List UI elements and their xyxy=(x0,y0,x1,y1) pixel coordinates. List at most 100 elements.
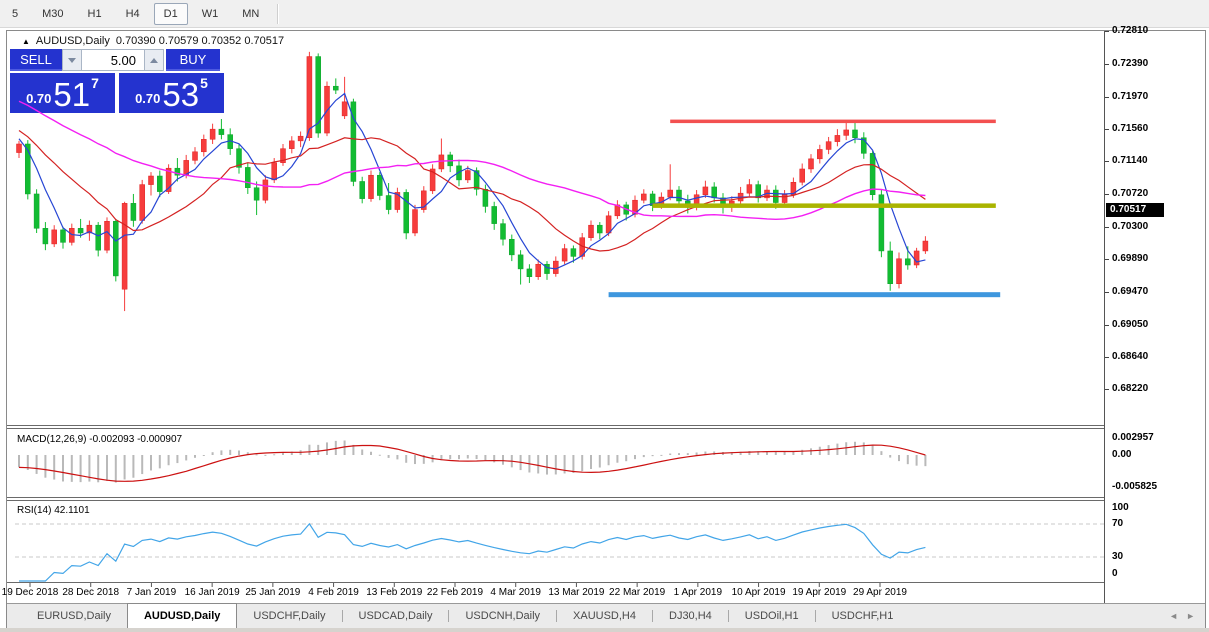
macd-histogram-bar xyxy=(211,452,214,455)
price-axis-label: 0.69890 xyxy=(1112,252,1149,264)
timeframe-button-w1[interactable]: W1 xyxy=(201,7,219,20)
timeframe-button-h4[interactable]: H4 xyxy=(125,7,140,20)
bull-candle xyxy=(148,175,154,185)
fast-ma xyxy=(18,92,926,270)
macd-histogram-bar xyxy=(123,455,126,480)
bear-candle xyxy=(42,228,49,245)
bear-candle xyxy=(403,192,409,234)
time-axis-label: 4 Feb 2019 xyxy=(308,587,359,598)
time-axis-label: 19 Dec 2018 xyxy=(1,587,59,598)
chart-title-symbol: AUDUSD,Daily xyxy=(35,35,110,47)
toolbar-separator xyxy=(277,3,280,24)
macd-histogram-bar xyxy=(466,455,469,459)
time-axis-label: 22 Feb 2019 xyxy=(426,587,484,598)
bear-candle xyxy=(253,187,260,201)
bull-candle xyxy=(605,215,612,234)
arrow-down-icon xyxy=(68,57,76,63)
macd-histogram-bar xyxy=(229,449,232,455)
volume-input[interactable] xyxy=(82,49,144,71)
tab-usdchf-daily[interactable]: USDCHF,Daily xyxy=(253,610,326,622)
bear-candle xyxy=(526,268,533,277)
bull-candle xyxy=(271,162,277,181)
tab-scroll-left-icon[interactable]: ◄ xyxy=(1169,611,1179,621)
pane-separator-rsi[interactable] xyxy=(7,497,1205,501)
macd-histogram-bar xyxy=(915,455,918,466)
macd-histogram-bar xyxy=(642,455,645,458)
macd-histogram-bar xyxy=(598,455,601,468)
current-price-badge: 0.70517 xyxy=(1106,203,1164,218)
bear-candle xyxy=(60,229,66,243)
price-axis-label: 0.69470 xyxy=(1112,285,1149,297)
bull-candle xyxy=(781,194,788,203)
pane-separator-macd[interactable] xyxy=(7,425,1205,429)
time-axis-label: 7 Jan 2019 xyxy=(126,587,177,598)
tab-audusd-daily[interactable]: AUDUSD,Daily xyxy=(126,603,238,628)
bear-candle xyxy=(456,165,462,181)
macd-histogram-bar xyxy=(35,455,38,474)
bear-candle xyxy=(878,194,885,252)
sell-price-button[interactable]: 0.70 51 7 xyxy=(10,73,115,113)
collapse-triangle-icon[interactable]: ▲ xyxy=(22,36,30,46)
tab-usdchf-h1[interactable]: USDCHF,H1 xyxy=(831,610,894,622)
bull-candle xyxy=(834,135,841,142)
rsi-axis-label: 70 xyxy=(1112,518,1124,529)
macd-histogram-bar xyxy=(475,455,478,460)
macd-histogram-bar xyxy=(563,455,566,474)
macd-histogram-bar xyxy=(343,440,346,455)
bear-candle xyxy=(869,153,876,195)
macd-histogram-bar xyxy=(106,455,108,481)
bull-candle xyxy=(412,209,418,234)
chart-tab-bar: EURUSD,Daily AUDUSD,Daily USDCHF,Daily USDC… xyxy=(7,603,1205,628)
timeframe-button-d1[interactable]: D1 xyxy=(153,2,188,25)
bear-candle xyxy=(385,195,392,210)
tab-usdoil-h1[interactable]: USDOil,H1 xyxy=(744,610,799,622)
macd-histogram-bar xyxy=(194,455,196,458)
rsi-axis-label: 30 xyxy=(1112,551,1124,562)
tab-usdcad-daily[interactable]: USDCAD,Daily xyxy=(358,610,433,622)
sell-button[interactable]: SELL xyxy=(10,49,62,71)
tab-eurusd-daily[interactable]: EURUSD,Daily xyxy=(37,610,111,622)
timeframe-button-h1[interactable]: H1 xyxy=(87,7,102,20)
macd-histogram-bar xyxy=(704,451,707,455)
macd-histogram-bar xyxy=(97,455,100,483)
tab-xauusd-h4[interactable]: XAUUSD,H4 xyxy=(573,610,636,622)
bear-candle xyxy=(597,224,603,234)
price-axis-label: 0.70300 xyxy=(1112,220,1149,232)
tab-usdcnh-daily[interactable]: USDCNH,Daily xyxy=(465,610,541,622)
macd-histogram-bar xyxy=(18,455,20,468)
macd-histogram-bar xyxy=(220,450,223,455)
bear-candle xyxy=(25,143,31,195)
macd-histogram-bar xyxy=(695,452,698,455)
macd-histogram-bar xyxy=(537,455,540,474)
time-axis-label: 25 Jan 2019 xyxy=(245,587,301,598)
price-axis-tick xyxy=(1105,324,1109,326)
buy-button[interactable]: BUY xyxy=(166,49,220,71)
bear-candle xyxy=(130,203,137,221)
volume-decrease-button[interactable] xyxy=(62,49,82,71)
timeframe-button-mn[interactable]: MN xyxy=(242,7,260,20)
tab-dj30-h4[interactable]: DJ30,H4 xyxy=(669,610,712,622)
chart-canvas[interactable] xyxy=(7,31,1104,603)
bear-candle xyxy=(315,56,321,134)
rsi-axis-label: 0 xyxy=(1112,568,1118,579)
macd-label: MACD(12,26,9) -0.002093 -0.000907 xyxy=(17,434,183,445)
tab-scroll-nav: ◄ ► xyxy=(1169,604,1205,628)
bear-candle xyxy=(473,170,480,190)
timeframe-button-m30[interactable]: M30 xyxy=(42,7,64,20)
bull-candle xyxy=(790,181,797,195)
macd-histogram-bar xyxy=(273,454,276,456)
buy-price-button[interactable]: 0.70 53 5 xyxy=(119,73,224,113)
price-axis[interactable]: 0.72810 0.72390 0.71970 0.71560 0.71140 0.707… xyxy=(1104,25,1205,603)
bull-candle xyxy=(799,168,805,183)
macd-histogram-bar xyxy=(26,455,29,471)
volume-increase-button[interactable] xyxy=(144,49,164,71)
timeframe-button-5[interactable]: 5 xyxy=(12,7,19,20)
macd-histogram-bar xyxy=(572,455,575,473)
macd-axis-label: 0.002957 xyxy=(1112,432,1154,443)
bull-candle xyxy=(746,184,753,194)
macd-histogram-bar xyxy=(801,449,804,455)
macd-histogram-bar xyxy=(414,455,416,465)
bull-candle xyxy=(121,203,128,290)
macd-histogram-bar xyxy=(238,450,240,455)
tab-scroll-right-icon[interactable]: ► xyxy=(1186,611,1195,621)
